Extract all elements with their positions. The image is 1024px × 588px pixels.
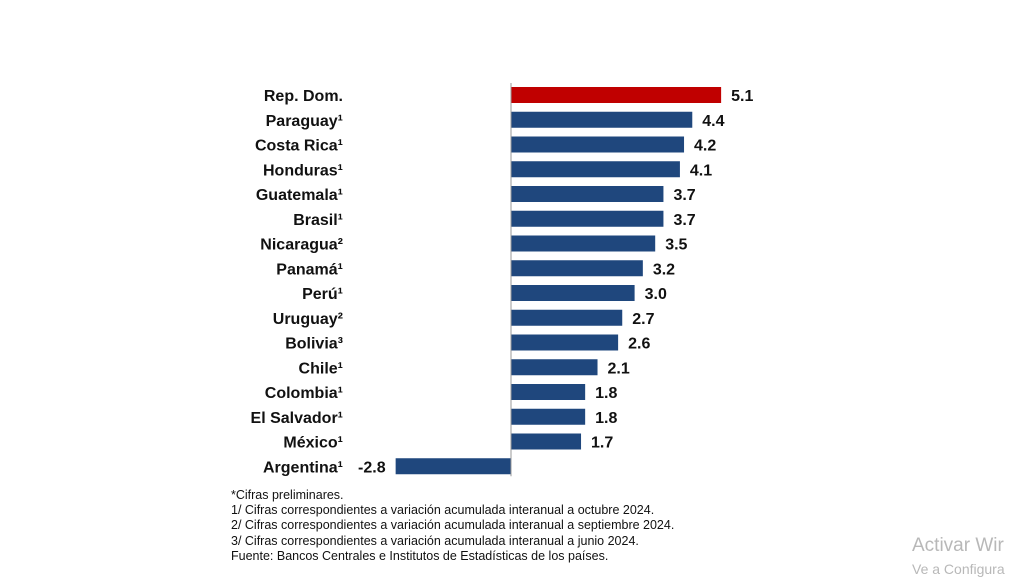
- category-label: Chile¹: [299, 360, 343, 377]
- value-label: 1.7: [591, 435, 613, 452]
- bar: [511, 161, 680, 178]
- category-label: Panamá¹: [276, 261, 343, 278]
- category-label: El Salvador¹: [251, 410, 343, 427]
- value-label: 3.0: [645, 286, 667, 303]
- bar: [511, 433, 582, 450]
- footnote-1: 1/ Cifras correspondientes a variación a…: [231, 503, 655, 518]
- value-label: 2.6: [628, 336, 650, 353]
- value-label: 3.7: [673, 212, 695, 229]
- footnote-preliminary: *Cifras preliminares.: [231, 488, 344, 502]
- category-label: Rep. Dom.: [264, 88, 343, 105]
- category-label: Argentina¹: [263, 459, 343, 476]
- category-label: Colombia¹: [265, 385, 343, 402]
- value-label: 3.7: [673, 187, 695, 204]
- bar: [511, 87, 722, 103]
- bar: [511, 210, 664, 227]
- bar: [395, 458, 511, 475]
- value-label: 4.2: [694, 138, 716, 155]
- bar: [511, 186, 664, 202]
- value-label: 1.8: [595, 410, 617, 427]
- activation-watermark: Activar Wir Ve a Configura: [912, 533, 1005, 579]
- bar: [511, 408, 586, 425]
- category-label: Perú¹: [302, 286, 343, 303]
- value-label: 1.8: [595, 385, 617, 402]
- bar: [511, 136, 685, 153]
- value-label: 2.7: [632, 311, 654, 328]
- category-label: Nicaragua²: [260, 237, 343, 254]
- value-label: 3.2: [653, 261, 675, 278]
- category-label: Uruguay²: [273, 311, 343, 328]
- footnote-3: 3/ Cifras correspondientes a variación a…: [231, 533, 639, 548]
- bar: [511, 384, 586, 400]
- category-label: Paraguay¹: [266, 113, 343, 130]
- value-label: 2.1: [608, 360, 630, 377]
- value-label: 4.1: [690, 162, 712, 179]
- watermark-title: Activar Wir: [912, 535, 1004, 556]
- bar: [511, 235, 656, 252]
- value-label: 5.1: [731, 88, 753, 105]
- footnote-2: 2/ Cifras correspondientes a variación a…: [231, 518, 675, 533]
- category-label: Brasil¹: [293, 212, 343, 229]
- bar: [511, 309, 623, 326]
- value-label: 4.4: [702, 113, 724, 130]
- category-label: México¹: [283, 435, 343, 452]
- bar: [511, 285, 635, 301]
- value-label: 3.5: [665, 237, 687, 254]
- value-label: -2.8: [358, 459, 386, 476]
- bar: [511, 334, 619, 351]
- category-label: Bolivia³: [285, 336, 343, 353]
- category-label: Honduras¹: [263, 162, 343, 179]
- category-label: Costa Rica¹: [255, 138, 343, 155]
- watermark-subtitle: Ve a Configura: [912, 561, 1005, 577]
- footnotes: *Cifras preliminares. 1/ Cifras correspo…: [231, 488, 674, 564]
- bar: [511, 359, 598, 376]
- bar: [511, 111, 693, 128]
- category-label: Guatemala¹: [256, 187, 343, 204]
- bar: [511, 260, 643, 277]
- footnote-source: Fuente: Bancos Centrales e Institutos de…: [231, 548, 609, 563]
